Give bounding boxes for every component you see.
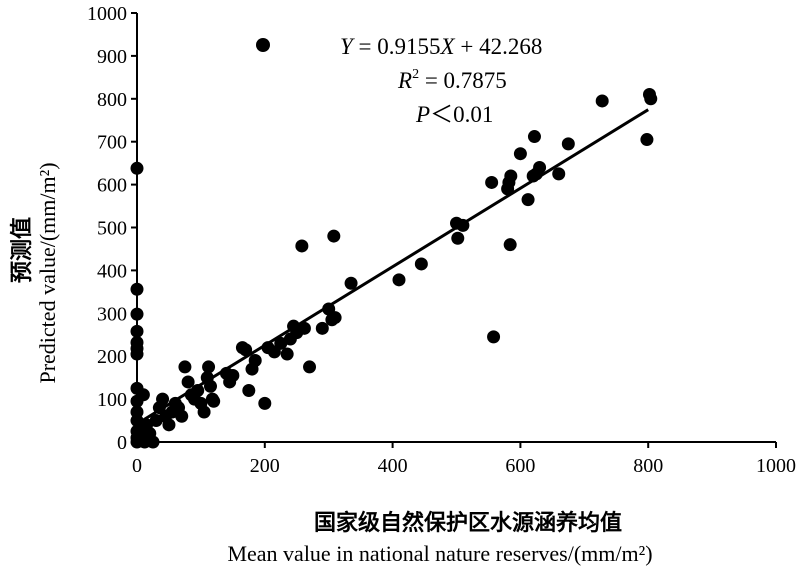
data-point — [130, 324, 144, 338]
x-axis-title-en: Mean value in national nature reserves/(… — [227, 541, 652, 566]
data-point — [130, 347, 144, 361]
data-point — [504, 169, 518, 183]
data-point — [533, 160, 547, 174]
data-point — [644, 92, 658, 106]
x-tick-label: 600 — [505, 455, 535, 477]
x-tick-label: 200 — [250, 455, 280, 477]
data-point — [487, 330, 501, 344]
data-point — [327, 229, 341, 243]
equation-line-2: R2 = 0.7875 — [397, 67, 507, 93]
legend-marker — [256, 38, 270, 52]
data-point — [162, 418, 176, 432]
data-point — [146, 435, 160, 449]
data-point — [280, 347, 294, 361]
data-point — [315, 321, 329, 335]
y-tick-label: 400 — [97, 260, 127, 282]
data-point — [207, 394, 221, 408]
data-point — [175, 409, 189, 423]
x-tick-label: 800 — [633, 455, 663, 477]
data-point — [552, 167, 566, 181]
data-point — [248, 353, 262, 367]
data-point — [303, 360, 317, 374]
data-point — [451, 231, 465, 245]
y-tick-label: 0 — [117, 432, 127, 454]
data-point — [242, 384, 256, 398]
tick-group: 0 200 400 600 800 1000 0 100 200 300 400 500 600 700 8… — [87, 3, 796, 477]
data-point — [239, 343, 253, 357]
data-point — [328, 311, 342, 325]
y-tick-label: 700 — [97, 132, 127, 154]
data-points — [130, 88, 658, 449]
y-tick-label: 600 — [97, 175, 127, 197]
y-tick-label: 800 — [97, 89, 127, 111]
data-point — [178, 360, 192, 374]
y-tick-label: 300 — [97, 303, 127, 325]
y-tick-label: 100 — [97, 389, 127, 411]
data-point — [130, 307, 144, 321]
data-point — [202, 360, 216, 374]
data-point — [521, 193, 535, 207]
data-point — [344, 276, 358, 290]
data-point — [640, 133, 654, 147]
data-point — [226, 369, 240, 383]
data-point — [181, 375, 195, 389]
data-point — [197, 405, 211, 419]
data-point — [297, 321, 311, 335]
y-tick-label: 900 — [97, 46, 127, 68]
x-tick-label: 400 — [378, 455, 408, 477]
data-point — [130, 282, 144, 296]
y-axis-title-en: Predicted value/(mm/m²) — [35, 162, 60, 383]
data-point — [503, 238, 517, 252]
equation-line-3: P＜0.01 — [415, 102, 493, 127]
data-point — [392, 273, 406, 287]
y-tick-label: 1000 — [87, 3, 127, 25]
data-point — [136, 388, 150, 402]
data-point — [130, 161, 144, 175]
regression-line — [136, 108, 649, 426]
y-tick-label: 200 — [97, 346, 127, 368]
data-point — [414, 257, 428, 271]
data-point — [527, 130, 541, 144]
data-point — [203, 379, 217, 393]
data-point — [513, 147, 527, 161]
equation-line-1: Y = 0.9155X + 42.268 — [340, 34, 542, 59]
y-tick-label: 500 — [97, 218, 127, 240]
x-tick-label: 1000 — [756, 455, 796, 477]
x-tick-label: 0 — [132, 455, 142, 477]
data-point — [295, 239, 309, 253]
data-point — [595, 94, 609, 108]
data-point — [156, 392, 170, 406]
data-point — [561, 137, 575, 151]
data-point — [258, 396, 272, 410]
x-axis-title-cn: 国家级自然保护区水源涵养均值 — [314, 510, 622, 536]
data-point — [485, 175, 499, 189]
y-axis-title-cn: 预测值 — [9, 217, 35, 283]
